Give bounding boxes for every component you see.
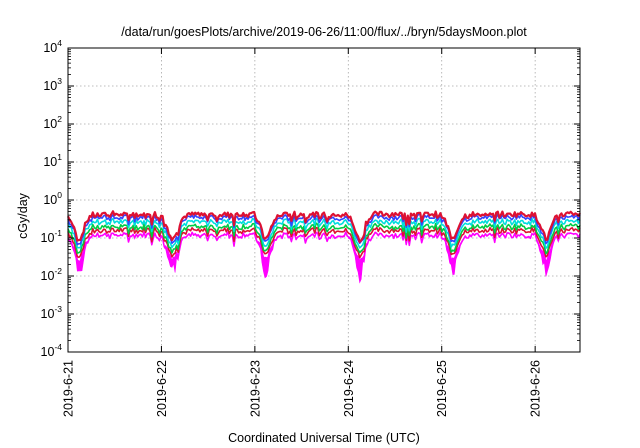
series-line-6 bbox=[67, 210, 581, 243]
x-ticks: 2019-6-21 2019-6-22 2019-6-23 2019-6-24 2019… bbox=[62, 48, 543, 417]
x-tick-label: 2019-6-24 bbox=[342, 360, 356, 417]
series-line-3 bbox=[67, 222, 581, 255]
y-tick-label: 103 bbox=[43, 76, 62, 93]
series-line-2 bbox=[67, 226, 581, 259]
x-tick-label: 2019-6-26 bbox=[529, 360, 543, 417]
y-tick-label: 102 bbox=[43, 114, 62, 131]
x-tick-label: 2019-6-21 bbox=[62, 360, 76, 417]
y-tick-label: 10-2 bbox=[41, 266, 63, 283]
chart-title: /data/run/goesPlots/archive/2019-06-26/1… bbox=[121, 25, 527, 39]
y-axis-label: cGy/day bbox=[16, 192, 30, 239]
y-tick-label: 10-3 bbox=[41, 304, 63, 321]
grid bbox=[68, 48, 580, 352]
y-tick-label: 10-4 bbox=[41, 342, 63, 359]
x-axis-label: Coordinated Universal Time (UTC) bbox=[228, 431, 420, 445]
y-tick-label: 100 bbox=[43, 190, 62, 207]
series-group bbox=[67, 210, 581, 284]
series-line-1 bbox=[67, 231, 581, 264]
x-tick-label: 2019-6-25 bbox=[435, 360, 449, 417]
x-tick-label: 2019-6-22 bbox=[155, 360, 169, 417]
x-tick-label: 2019-6-23 bbox=[248, 360, 262, 417]
series-band-magenta bbox=[67, 231, 581, 284]
y-tick-label: 104 bbox=[43, 38, 62, 55]
y-tick-label: 10-1 bbox=[41, 228, 63, 245]
y-tick-label: 101 bbox=[43, 152, 62, 169]
y-ticks: 10-4 10-3 10-2 10-1 100 101 102 103 104 bbox=[41, 38, 580, 359]
